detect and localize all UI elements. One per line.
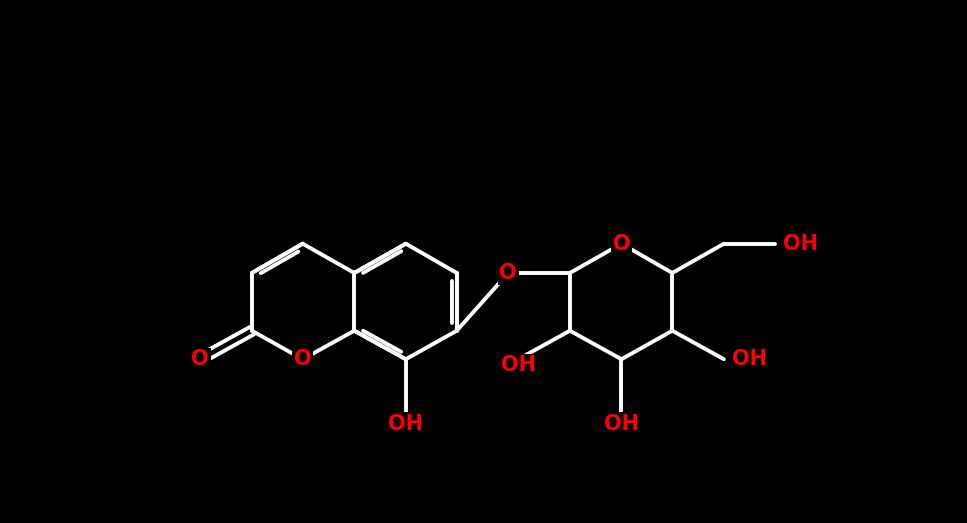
Text: OH: OH [501,355,536,376]
Text: O: O [191,349,209,369]
Text: OH: OH [389,414,424,434]
Text: O: O [294,349,311,369]
Text: OH: OH [604,414,639,434]
Text: O: O [500,263,517,283]
Text: OH: OH [732,349,767,369]
Text: O: O [613,234,630,254]
Text: OH: OH [783,234,818,254]
